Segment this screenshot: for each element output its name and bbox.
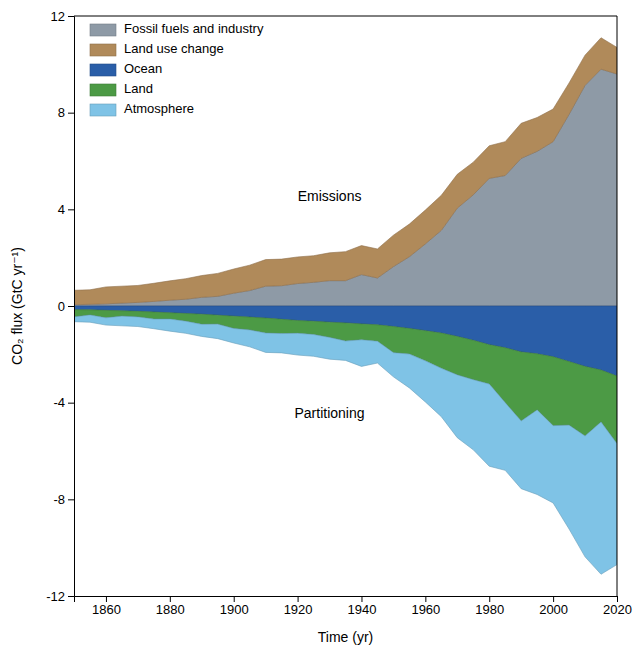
legend-label: Atmosphere xyxy=(124,101,194,116)
legend-swatch xyxy=(90,44,116,56)
x-axis-line xyxy=(75,597,618,603)
y-tick: 4 xyxy=(58,202,74,217)
annotation: Partitioning xyxy=(295,405,365,421)
x-axis: 1860 1880 1900 1920 1940 1960 1980 2000 2020 xyxy=(75,596,632,617)
annotation: Emissions xyxy=(298,188,362,204)
x-tick-mark xyxy=(298,596,299,602)
legend-swatch xyxy=(90,64,116,76)
y-tick-label: -8 xyxy=(53,492,65,507)
x-tick: 1980 xyxy=(475,596,504,617)
legend-label: Fossil fuels and industry xyxy=(124,21,264,36)
y-tick: 0 xyxy=(58,299,74,314)
x-tick: 2000 xyxy=(539,596,568,617)
y-tick-mark xyxy=(68,403,74,404)
legend-label: Land use change xyxy=(124,41,224,56)
y-tick: 12 xyxy=(51,9,74,24)
y-tick-mark xyxy=(68,499,74,500)
area-4 xyxy=(74,315,617,574)
y-tick: -12 xyxy=(46,589,74,604)
x-tick-mark xyxy=(361,596,362,602)
x-tick: 1900 xyxy=(220,596,249,617)
x-tick-mark xyxy=(425,596,426,602)
x-tick-label: 1920 xyxy=(284,602,313,617)
y-tick: -4 xyxy=(53,395,74,410)
x-tick-label: 1980 xyxy=(475,602,504,617)
y-tick-label: -4 xyxy=(53,395,65,410)
x-tick-label: 1880 xyxy=(156,602,185,617)
y-tick-mark xyxy=(68,209,74,210)
legend-label: Land xyxy=(124,81,153,96)
y-tick-label: 8 xyxy=(58,105,65,120)
x-tick-mark xyxy=(170,596,171,602)
x-tick: 1920 xyxy=(284,596,313,617)
y-axis-title: CO₂ flux (GtC yr⁻¹) xyxy=(9,247,25,365)
y-tick-label: -12 xyxy=(46,589,65,604)
y-tick-mark xyxy=(68,596,74,597)
y-axis: -12 -8 -4 0 4 8 12 xyxy=(46,9,74,604)
legend-label: Ocean xyxy=(124,61,162,76)
background xyxy=(0,0,643,660)
x-tick: 1880 xyxy=(156,596,185,617)
legend-swatch xyxy=(90,84,116,96)
x-tick: 2020 xyxy=(603,596,632,617)
legend-swatch xyxy=(90,24,116,36)
y-tick: -8 xyxy=(53,492,74,507)
frame-top xyxy=(74,16,617,17)
y-tick-mark xyxy=(68,16,74,17)
y-tick-mark xyxy=(68,113,74,114)
x-axis-title: Time (yr) xyxy=(318,629,373,645)
y-tick: 8 xyxy=(58,105,74,120)
chart: 186018801900192019401960198020002020-12-… xyxy=(0,0,643,660)
y-tick-label: 12 xyxy=(51,9,65,24)
x-tick-label: 2000 xyxy=(539,602,568,617)
x-tick-mark xyxy=(617,596,618,602)
area-1 xyxy=(74,38,617,305)
x-tick-label: 2020 xyxy=(603,602,632,617)
x-tick-label: 1940 xyxy=(348,602,377,617)
y-axis-line xyxy=(68,17,75,597)
y-tick-mark xyxy=(68,306,74,307)
x-tick: 1960 xyxy=(411,596,440,617)
y-tick-label: 4 xyxy=(58,202,65,217)
y-tick-label: 0 xyxy=(58,299,65,314)
x-tick: 1940 xyxy=(348,596,377,617)
frame-right xyxy=(617,16,618,596)
legend-swatch xyxy=(90,104,116,116)
x-tick-label: 1960 xyxy=(411,602,440,617)
x-tick-mark xyxy=(553,596,554,602)
x-tick-mark xyxy=(489,596,490,602)
x-tick-label: 1900 xyxy=(220,602,249,617)
x-tick-mark xyxy=(234,596,235,602)
x-tick: 1860 xyxy=(92,596,121,617)
x-tick-label: 1860 xyxy=(92,602,121,617)
x-tick-mark xyxy=(106,596,107,602)
plot-area xyxy=(74,38,617,575)
legend: Fossil fuels and industry Land use change… xyxy=(90,21,264,116)
